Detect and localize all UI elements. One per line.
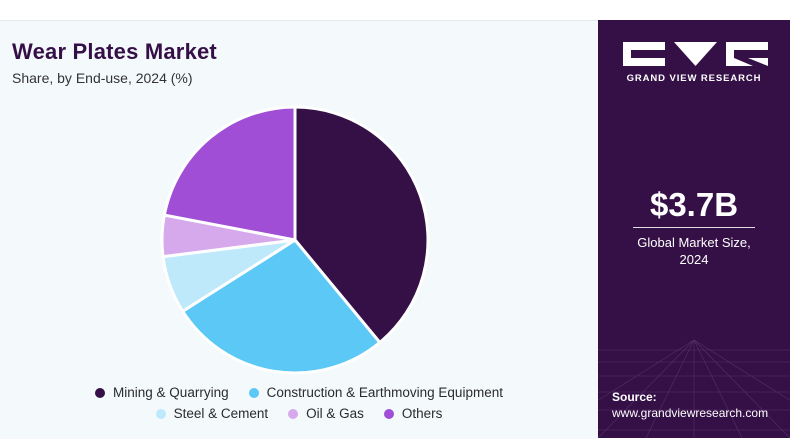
chart-panel: Wear Plates Market Share, by End-use, 20… [0, 20, 598, 439]
brand-name: GRAND VIEW RESEARCH [626, 73, 762, 84]
market-caption-line-2: 2024 [679, 252, 709, 267]
legend-swatch-oil [288, 408, 299, 419]
info-sidebar: GRAND VIEW RESEARCH $3.7B Global Market … [598, 20, 790, 438]
legend-item-oil: Oil & Gas [288, 406, 364, 421]
page-title: Wear Plates Market [12, 39, 217, 64]
source-url: www.grandviewresearch.com [612, 406, 769, 420]
legend-label-oil: Oil & Gas [306, 406, 364, 421]
legend-row-2: Steel & Cement Oil & Gas Others [0, 406, 598, 421]
source-label: Source: [612, 390, 657, 404]
legend-swatch-mining [95, 387, 106, 398]
legend-label-others: Others [401, 406, 443, 421]
legend-item-construction: Construction & Earthmoving Equipment [248, 385, 503, 400]
legend-swatch-steel [155, 408, 166, 419]
market-size-value: $3.7B [649, 186, 739, 223]
page-subtitle: Share, by End-use, 2024 (%) [12, 70, 193, 86]
market-caption-line-1: Global Market Size, [637, 235, 751, 250]
market-size-caption: Global Market Size, 2024 [598, 234, 790, 268]
legend-swatch-construction [248, 387, 259, 398]
legend-swatch-others [383, 408, 394, 419]
perspective-grid-decoration [598, 339, 790, 438]
pie-slice-mining [293, 105, 430, 344]
legend-item-steel: Steel & Cement [155, 406, 269, 421]
legend-label-steel: Steel & Cement [173, 406, 269, 421]
value-divider [633, 227, 755, 228]
pie-slice-construction [181, 238, 382, 375]
legend-row-1: Mining & Quarrying Construction & Earthm… [0, 385, 598, 400]
legend-item-others: Others [383, 406, 443, 421]
legend-label-mining: Mining & Quarrying [113, 385, 229, 400]
legend-label-construction: Construction & Earthmoving Equipment [266, 385, 503, 400]
grand-view-research-logo-icon [623, 42, 768, 66]
legend-item-mining: Mining & Quarrying [95, 385, 229, 400]
pie-slice-others [162, 105, 297, 242]
pie-chart [160, 105, 430, 375]
